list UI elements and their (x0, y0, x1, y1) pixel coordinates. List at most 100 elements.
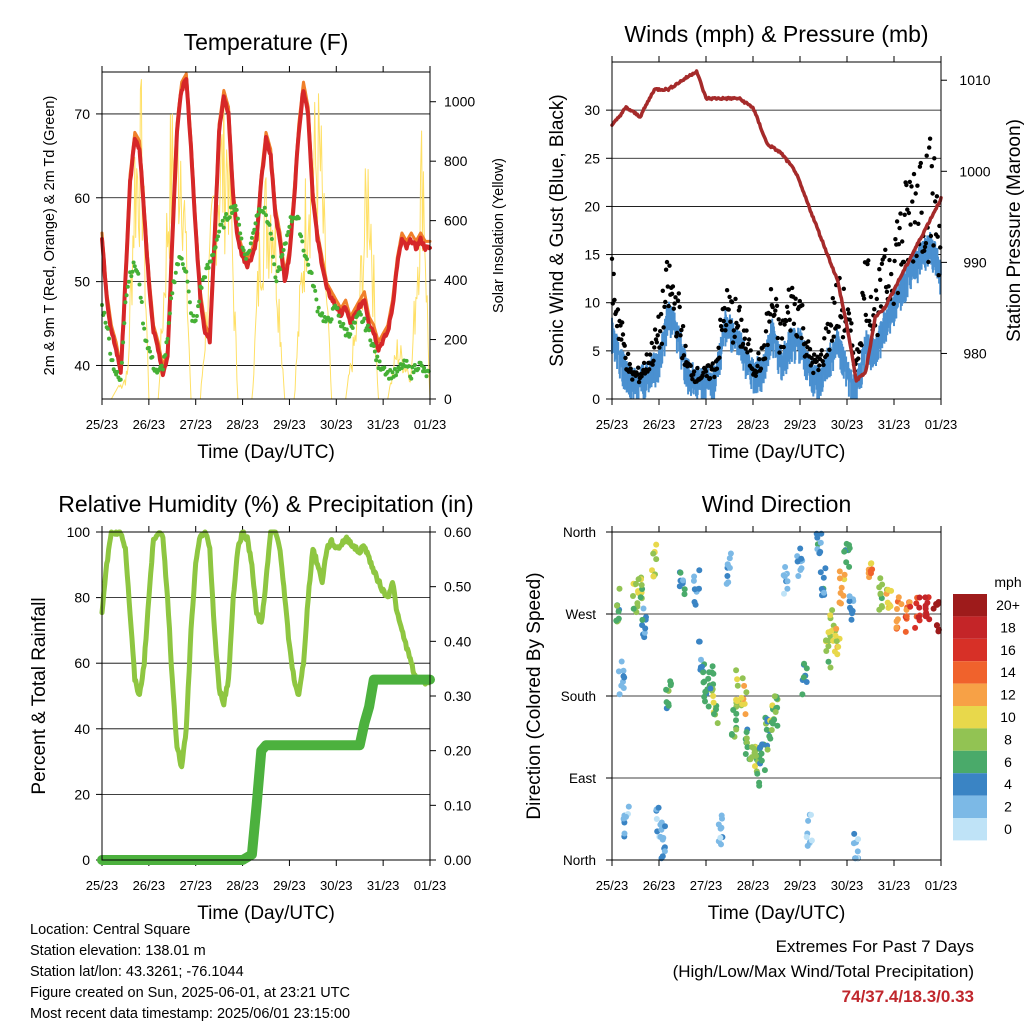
dewpoint-point (365, 323, 370, 328)
gust-point (915, 183, 920, 188)
direction-point (739, 701, 746, 708)
dewpoint-point (273, 275, 278, 280)
gust-point (800, 303, 805, 308)
dewpoint-point (221, 225, 226, 230)
dewpoint-point (249, 235, 254, 240)
y2-tick-label: 0.30 (444, 688, 471, 704)
gust-point (867, 318, 872, 324)
gust-point (724, 288, 730, 293)
gust-point (674, 330, 680, 336)
direction-point (848, 616, 855, 623)
direction-point (733, 717, 739, 724)
dewpoint-point (253, 221, 258, 226)
dewpoint-point (382, 365, 387, 370)
gust-point (627, 361, 632, 367)
y2-axis-label: Station Pressure (Maroon) (1004, 119, 1024, 342)
gust-point (900, 239, 905, 244)
dewpoint-point (194, 314, 199, 318)
plot-frame (611, 61, 942, 400)
direction-point (614, 602, 620, 609)
x-tick-label: 31/23 (367, 878, 400, 893)
gust-point (785, 310, 791, 315)
y2-tick-label: 0.10 (444, 797, 471, 813)
gust-point (938, 245, 943, 250)
gust-point (923, 241, 929, 246)
direction-point (733, 710, 740, 717)
dewpoint-point (306, 262, 311, 267)
direction-point (912, 624, 919, 631)
gust-point (620, 332, 626, 337)
gust-point (861, 296, 867, 301)
y-axis-label: Sonic Wind & Gust (Blue, Black) (547, 94, 568, 366)
dewpoint-point (213, 245, 218, 250)
dewpoint-point (144, 339, 149, 344)
gust-point (745, 350, 750, 355)
dewpoint-point (335, 306, 340, 311)
direction-point (733, 726, 740, 733)
direction-point (767, 735, 774, 742)
direction-point (758, 750, 765, 757)
direction-point (701, 693, 708, 700)
plot-frame (101, 71, 431, 400)
legend-swatch (953, 773, 987, 796)
gust-point (887, 257, 892, 263)
dewpoint-point (392, 367, 397, 371)
gust-point (777, 350, 782, 355)
gust-point (703, 369, 709, 374)
direction-point (615, 668, 622, 675)
gust-point (884, 289, 890, 294)
gust-point (670, 284, 676, 289)
dewpoint-point (237, 222, 242, 227)
gust-point (799, 335, 804, 341)
x-tick-label: 31/23 (878, 878, 911, 893)
y2-tick-label: 0 (444, 391, 452, 407)
gust-point (739, 317, 744, 322)
gust-point (772, 312, 777, 317)
dewpoint-point (206, 265, 211, 270)
y2-tick-label: 980 (963, 345, 987, 361)
direction-point (902, 628, 909, 635)
x-tick-label: 30/23 (320, 878, 353, 893)
gust-point (792, 301, 797, 307)
direction-point (800, 674, 807, 681)
gust-point (916, 221, 921, 226)
x-tick-label: 01/23 (414, 417, 447, 432)
legend-swatch (953, 818, 987, 841)
legend-title: mph (994, 574, 1021, 590)
dewpoint-point (136, 271, 141, 276)
legend-label: 20+ (996, 597, 1020, 613)
gust-point (872, 307, 877, 312)
direction-point (841, 571, 848, 578)
direction-point (758, 757, 765, 764)
direction-point (613, 617, 620, 624)
dewpoint-point (274, 279, 279, 284)
gust-point (875, 332, 880, 338)
gust-point (896, 242, 901, 247)
y2-tick-label: 0.20 (444, 743, 471, 759)
legend-swatch (953, 750, 987, 774)
x-axis-label: Time (Day/UTC) (708, 903, 846, 924)
direction-point (718, 824, 725, 831)
dewpoint-point (368, 338, 373, 343)
direction-point (727, 550, 734, 557)
direction-point (832, 632, 839, 639)
dewpoint-point (199, 285, 204, 290)
gust-point (817, 363, 822, 368)
direction-point (828, 628, 835, 635)
direction-point (838, 584, 845, 591)
gust-point (845, 307, 851, 312)
gust-point (660, 288, 665, 293)
direction-point (756, 782, 763, 789)
gust-point (846, 311, 852, 316)
gust-point (727, 294, 732, 300)
direction-point (851, 830, 858, 837)
legend-label: 12 (1000, 687, 1016, 703)
x-tick-label: 27/23 (690, 878, 723, 893)
gust-point (820, 359, 825, 364)
gust-point (636, 365, 641, 370)
y-tick-label: 40 (74, 721, 90, 737)
dewpoint-point (412, 363, 417, 367)
direction-point (817, 548, 824, 555)
dewpoint-point (305, 257, 309, 262)
dewpoint-point (312, 284, 316, 289)
